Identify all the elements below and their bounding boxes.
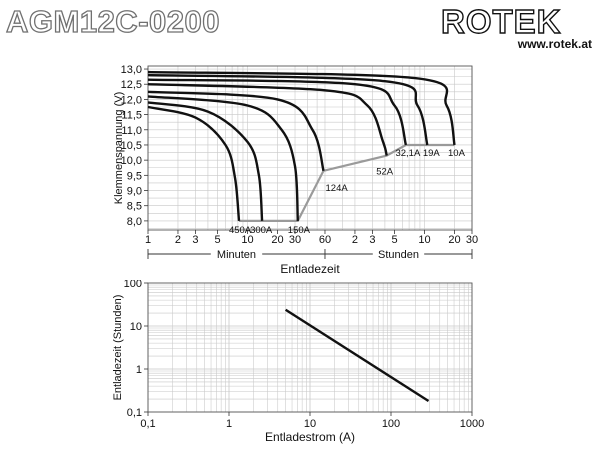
discharge-curve-124a <box>147 90 325 172</box>
plot-frame <box>147 65 473 231</box>
discharge-time-line <box>284 308 430 403</box>
discharge-curve-150a <box>147 95 299 221</box>
x-tick-label: 20 <box>271 234 283 246</box>
discharge-curve-450a <box>147 105 241 222</box>
discharge-curve-52a <box>147 83 388 156</box>
x-tick-label: 5 <box>215 234 221 246</box>
y-tick-label: 1 <box>136 364 142 376</box>
x-tick-label: 3 <box>192 234 198 246</box>
y-tick-label: 100 <box>124 280 142 290</box>
cutoff-voltage-line <box>239 143 455 222</box>
x-axis-label: Entladestrom (A) <box>265 430 355 444</box>
series-label: 19A <box>423 148 441 159</box>
x-tick-label: 10 <box>304 418 316 430</box>
y-tick-label: 8,5 <box>127 201 142 213</box>
x-tick-label: 2 <box>352 234 358 246</box>
series-label: 52A <box>376 167 394 178</box>
discharge-curve-32-1a <box>147 78 408 146</box>
product-title: AGM12C-0200 <box>5 3 220 39</box>
x-tick-label: 1 <box>145 234 151 246</box>
x-tick-label: 2 <box>175 234 181 246</box>
series-label: 150A <box>288 225 311 236</box>
logo-wordmark: ROTEK <box>440 3 562 40</box>
x-tick-label: 3 <box>369 234 375 246</box>
y-tick-label: 10,0 <box>121 155 142 167</box>
y-tick-label: 9,0 <box>127 186 142 198</box>
range-label: Stunden <box>378 249 419 261</box>
series-label: 300A <box>250 225 273 236</box>
discharge-voltage-chart: 8,0 8,5 9,0 9,5 10,0 10,5 11,0 11,5 12,0 12,5 13,0… <box>113 64 478 276</box>
logo-url[interactable]: www.rotek.at <box>517 37 592 51</box>
series-label: 124A <box>326 183 349 194</box>
discharge-time-chart: 0,1 1 10 100 1000 0,1 1 10 100 Entladestrom (A) En… <box>112 280 484 444</box>
x-axis-label: Entladezeit <box>280 262 340 276</box>
discharge-curve-19a <box>147 73 429 146</box>
y-tick-label: 9,5 <box>127 170 142 182</box>
y-tick-label: 12,0 <box>121 94 142 106</box>
x-tick-label: 30 <box>289 234 301 246</box>
x-tick-label: 1 <box>226 418 232 430</box>
y-tick-label: 8,0 <box>127 216 142 228</box>
x-tick-label: 0,1 <box>140 418 155 430</box>
x-tick-label: 20 <box>448 234 460 246</box>
discharge-curve-10a <box>147 70 456 146</box>
x-tick-label: 10 <box>241 234 253 246</box>
y-tick-label: 11,5 <box>121 110 142 122</box>
x-tick-label: 5 <box>391 234 397 246</box>
series-label: 450A <box>229 225 252 236</box>
y-tick-label: 12,5 <box>121 79 142 91</box>
range-label: Minuten <box>217 249 256 261</box>
x-tick-label: 10 <box>418 234 430 246</box>
series-label: 10A <box>448 148 466 159</box>
x-tick-label: 60 <box>319 234 331 246</box>
discharge-curve-300a <box>147 101 264 221</box>
y-axis-label: Klemmenspannung (V) <box>113 92 125 205</box>
series-label: 32,1A <box>395 148 420 159</box>
x-tick-label: 100 <box>382 418 400 430</box>
y-tick-label: 0,1 <box>127 407 142 419</box>
x-tick-label: 1000 <box>460 418 484 430</box>
y-tick-label: 13,0 <box>121 64 142 76</box>
x-tick-label: 30 <box>466 234 478 246</box>
y-axis-label: Entladezeit (Stunden) <box>112 295 124 401</box>
y-tick-label: 10 <box>130 321 142 333</box>
y-tick-label: 11,0 <box>121 125 142 137</box>
brand-logo[interactable]: ROTEK www.rotek.at <box>440 3 596 51</box>
y-tick-label: 10,5 <box>121 140 142 152</box>
